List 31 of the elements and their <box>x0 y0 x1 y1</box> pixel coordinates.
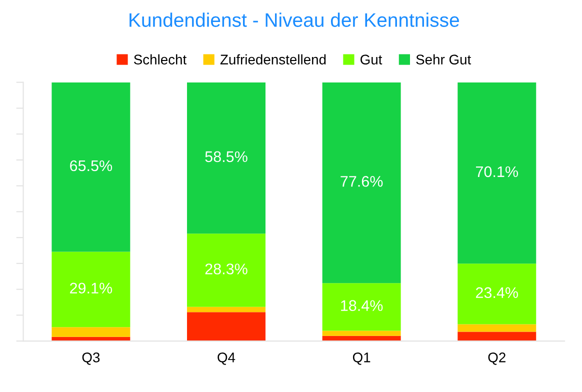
legend-label: Sehr Gut <box>416 54 472 64</box>
bar <box>458 82 536 264</box>
bar <box>458 324 536 332</box>
bar <box>52 82 130 252</box>
x-tick-label: Q3 <box>82 352 100 365</box>
data-label: 28.3% <box>205 264 248 274</box>
data-label: 29.1% <box>70 282 112 294</box>
bar <box>187 306 266 312</box>
bar <box>187 234 266 307</box>
data-label: 77.6% <box>340 176 383 187</box>
bar <box>187 312 266 342</box>
bar <box>52 327 130 337</box>
legend-label: Schlecht <box>134 54 187 64</box>
legend-label: Zufriedenstellend <box>220 54 326 64</box>
bar <box>187 82 266 234</box>
data-label: 70.1% <box>476 166 518 178</box>
chart-title: Kundendienst - Niveau der Kenntnisse <box>130 12 459 27</box>
bar <box>322 330 401 336</box>
bar <box>458 332 536 342</box>
data-label: 18.4% <box>341 300 383 311</box>
bar <box>52 252 130 328</box>
x-tick-label: Q4 <box>218 352 236 365</box>
x-tick-label: Q1 <box>352 352 370 365</box>
bar <box>322 82 401 284</box>
data-label: 23.4% <box>476 287 518 298</box>
bar <box>458 264 536 324</box>
data-label: 58.5% <box>205 151 248 162</box>
bar <box>322 283 401 331</box>
data-label: 65.5% <box>70 160 112 172</box>
legend-label: Gut <box>360 54 382 64</box>
x-tick-label: Q2 <box>488 352 506 365</box>
